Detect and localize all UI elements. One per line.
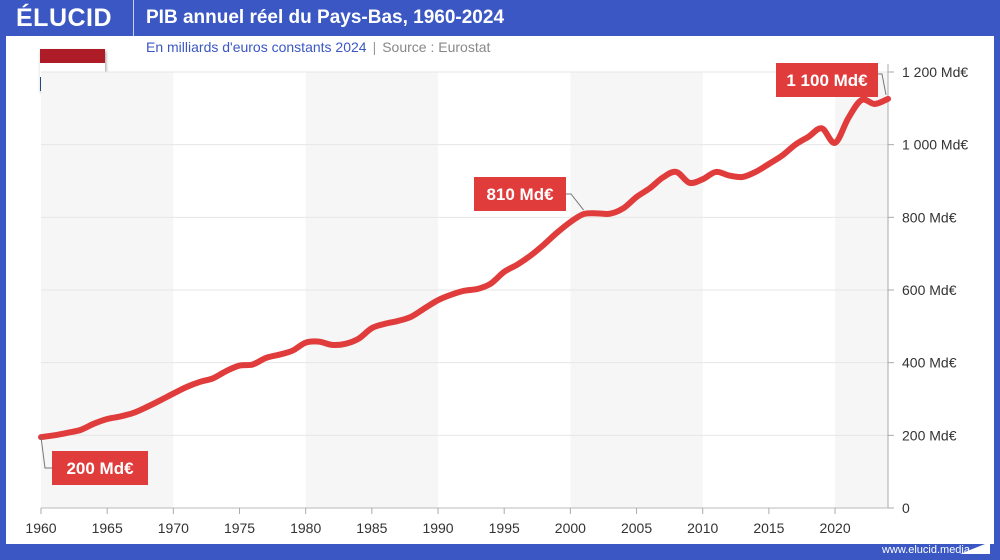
x-tick-label: 1985 bbox=[356, 520, 387, 536]
y-tick-label: 400 Md€ bbox=[902, 355, 957, 371]
x-tick-label: 1960 bbox=[25, 520, 56, 536]
annotation-box bbox=[776, 63, 878, 97]
x-tick-label: 1995 bbox=[489, 520, 520, 536]
annotation-box bbox=[474, 177, 566, 211]
unit-text: En milliards d'euros constants 2024 bbox=[146, 39, 367, 55]
header-divider bbox=[133, 0, 134, 36]
annotation-leader bbox=[878, 73, 887, 95]
y-tick-label: 800 Md€ bbox=[902, 209, 957, 225]
annotation-leader bbox=[566, 193, 585, 211]
x-tick-label: 2005 bbox=[621, 520, 652, 536]
y-tick-label: 1 000 Md€ bbox=[902, 137, 968, 153]
header: ÉLUCID PIB annuel réel du Pays-Bas, 1960… bbox=[0, 0, 1000, 36]
annotation-label: 810 Md€ bbox=[486, 185, 554, 204]
x-tick-label: 2020 bbox=[819, 520, 850, 536]
gdp-series-line bbox=[38, 95, 891, 441]
y-tick-label: 0 bbox=[902, 500, 910, 516]
annotation-label: 1 100 Md€ bbox=[786, 71, 868, 90]
y-tick-label: 600 Md€ bbox=[902, 282, 957, 298]
y-tick-label: 200 Md€ bbox=[902, 427, 957, 443]
elucid-mark-icon bbox=[960, 542, 990, 554]
x-tick-label: 1990 bbox=[422, 520, 453, 536]
x-tick-label: 2000 bbox=[555, 520, 586, 536]
footer-url[interactable]: www.elucid.media bbox=[881, 544, 970, 556]
x-tick-label: 1980 bbox=[290, 520, 321, 536]
chart-title: PIB annuel réel du Pays-Bas, 1960-2024 bbox=[146, 7, 505, 28]
x-tick-label: 2015 bbox=[753, 520, 784, 536]
x-tick-label: 1975 bbox=[224, 520, 255, 536]
annotation-leader bbox=[40, 437, 52, 469]
annotation-box bbox=[52, 451, 148, 485]
elucid-logo: ÉLUCID bbox=[16, 4, 113, 32]
subtitle-separator: | bbox=[372, 39, 377, 55]
chart-subtitle: En milliards d'euros constants 2024 | Sour… bbox=[146, 39, 490, 55]
x-tick-label: 2010 bbox=[687, 520, 718, 536]
x-tick-label: 1965 bbox=[92, 520, 123, 536]
source-text: Source : Eurostat bbox=[382, 39, 491, 55]
x-tick-label: 1970 bbox=[158, 520, 189, 536]
y-tick-label: 1 200 Md€ bbox=[902, 64, 968, 80]
annotation-label: 200 Md€ bbox=[66, 459, 134, 478]
